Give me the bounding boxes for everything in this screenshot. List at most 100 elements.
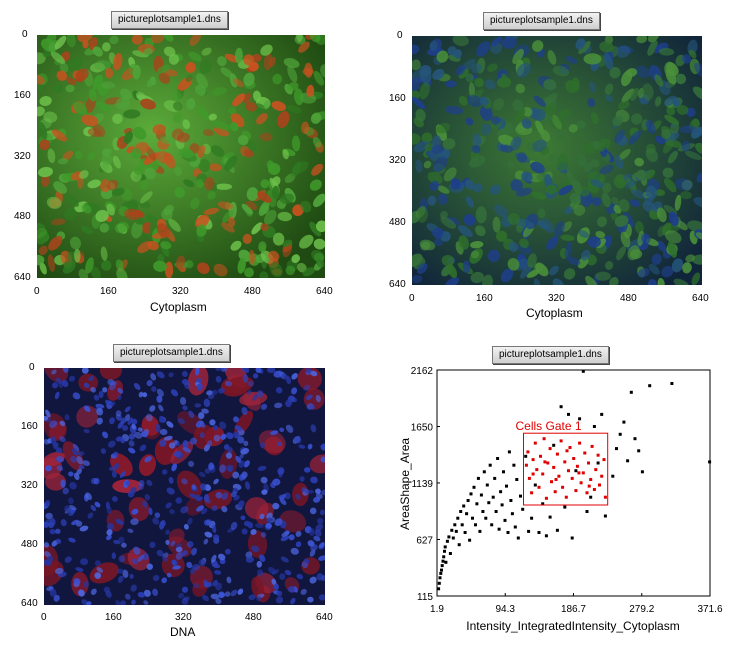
scatter-point	[544, 496, 548, 500]
cell	[299, 476, 305, 482]
cell	[510, 136, 522, 151]
cell	[55, 538, 62, 544]
scatter-point	[648, 384, 652, 388]
cell	[90, 477, 98, 485]
cell	[45, 472, 67, 491]
cell	[612, 115, 624, 127]
scatter-point	[484, 516, 488, 520]
cell	[475, 206, 487, 224]
x-tick: 320	[172, 286, 189, 297]
y-tick: 2162	[411, 366, 434, 377]
cell	[227, 107, 237, 115]
cell	[42, 521, 49, 528]
cell	[226, 432, 234, 440]
cell	[260, 476, 268, 484]
cell	[241, 365, 250, 374]
cell	[112, 53, 123, 71]
cell	[470, 241, 484, 249]
cell	[47, 522, 55, 529]
cell	[616, 245, 627, 261]
cell	[243, 54, 255, 66]
cell	[664, 230, 682, 244]
cell	[68, 375, 76, 382]
cell	[52, 129, 67, 142]
cell	[43, 438, 50, 445]
cell	[576, 120, 586, 129]
scatter-point	[512, 463, 516, 467]
cell	[164, 261, 174, 279]
cell	[204, 531, 213, 538]
cell	[527, 253, 537, 268]
cell	[434, 237, 444, 246]
cell	[215, 375, 222, 383]
cell	[215, 183, 232, 190]
cell	[102, 387, 108, 393]
scatter-point	[530, 491, 534, 495]
scatter-point	[603, 514, 607, 518]
panel-tab[interactable]: pictureplotsample1.dns	[111, 11, 228, 29]
cell	[247, 380, 254, 387]
cell	[230, 491, 237, 498]
cell	[264, 209, 277, 225]
cell	[433, 156, 448, 173]
cell	[233, 78, 244, 88]
cell	[578, 230, 590, 238]
cell	[603, 53, 614, 70]
cell	[205, 519, 212, 526]
cell	[295, 541, 302, 548]
panel-tab[interactable]: pictureplotsample1.dns	[113, 344, 230, 362]
cell	[45, 499, 51, 507]
cell	[295, 531, 302, 537]
cell	[240, 515, 246, 521]
scatter-point	[670, 382, 674, 385]
cell	[409, 90, 420, 100]
cell	[193, 582, 200, 589]
cells-gate-rectangle[interactable]	[523, 432, 609, 506]
cell	[260, 44, 273, 56]
panel-tab[interactable]: pictureplotsample1.dns	[492, 346, 609, 364]
cell	[313, 70, 325, 86]
cell	[666, 106, 676, 116]
cell	[408, 44, 420, 55]
cell	[90, 505, 97, 512]
cell	[260, 403, 268, 410]
cell	[96, 417, 103, 425]
cell	[76, 405, 99, 428]
cell	[182, 405, 188, 411]
scatter-point	[503, 518, 507, 522]
cell	[199, 432, 205, 439]
cell	[213, 120, 230, 131]
cell	[470, 271, 485, 284]
cell	[282, 239, 293, 247]
cell	[69, 505, 77, 511]
cell	[191, 484, 197, 490]
scatter-point	[476, 476, 480, 480]
scatter-point	[494, 510, 498, 513]
cell	[232, 471, 240, 479]
x-tick: 0	[34, 286, 40, 297]
cell	[155, 423, 161, 433]
cell	[569, 192, 581, 204]
panel-tab[interactable]: pictureplotsample1.dns	[483, 12, 600, 30]
cell	[261, 489, 268, 495]
cell	[306, 84, 315, 98]
cell	[520, 264, 533, 279]
cell	[163, 435, 173, 441]
cell	[175, 551, 183, 560]
cell	[75, 150, 83, 160]
cell	[188, 51, 202, 62]
cell	[554, 221, 565, 237]
cell	[146, 214, 159, 225]
scatter-point	[583, 451, 587, 455]
cell	[69, 482, 77, 490]
cell	[435, 123, 451, 134]
scatter-point	[543, 460, 547, 464]
cell	[685, 254, 695, 263]
scatter-point	[550, 480, 553, 484]
scatter-point	[437, 581, 441, 585]
cell	[498, 134, 515, 146]
cell	[75, 68, 89, 81]
cell	[291, 254, 301, 264]
cell	[222, 209, 234, 223]
cell	[634, 157, 644, 167]
